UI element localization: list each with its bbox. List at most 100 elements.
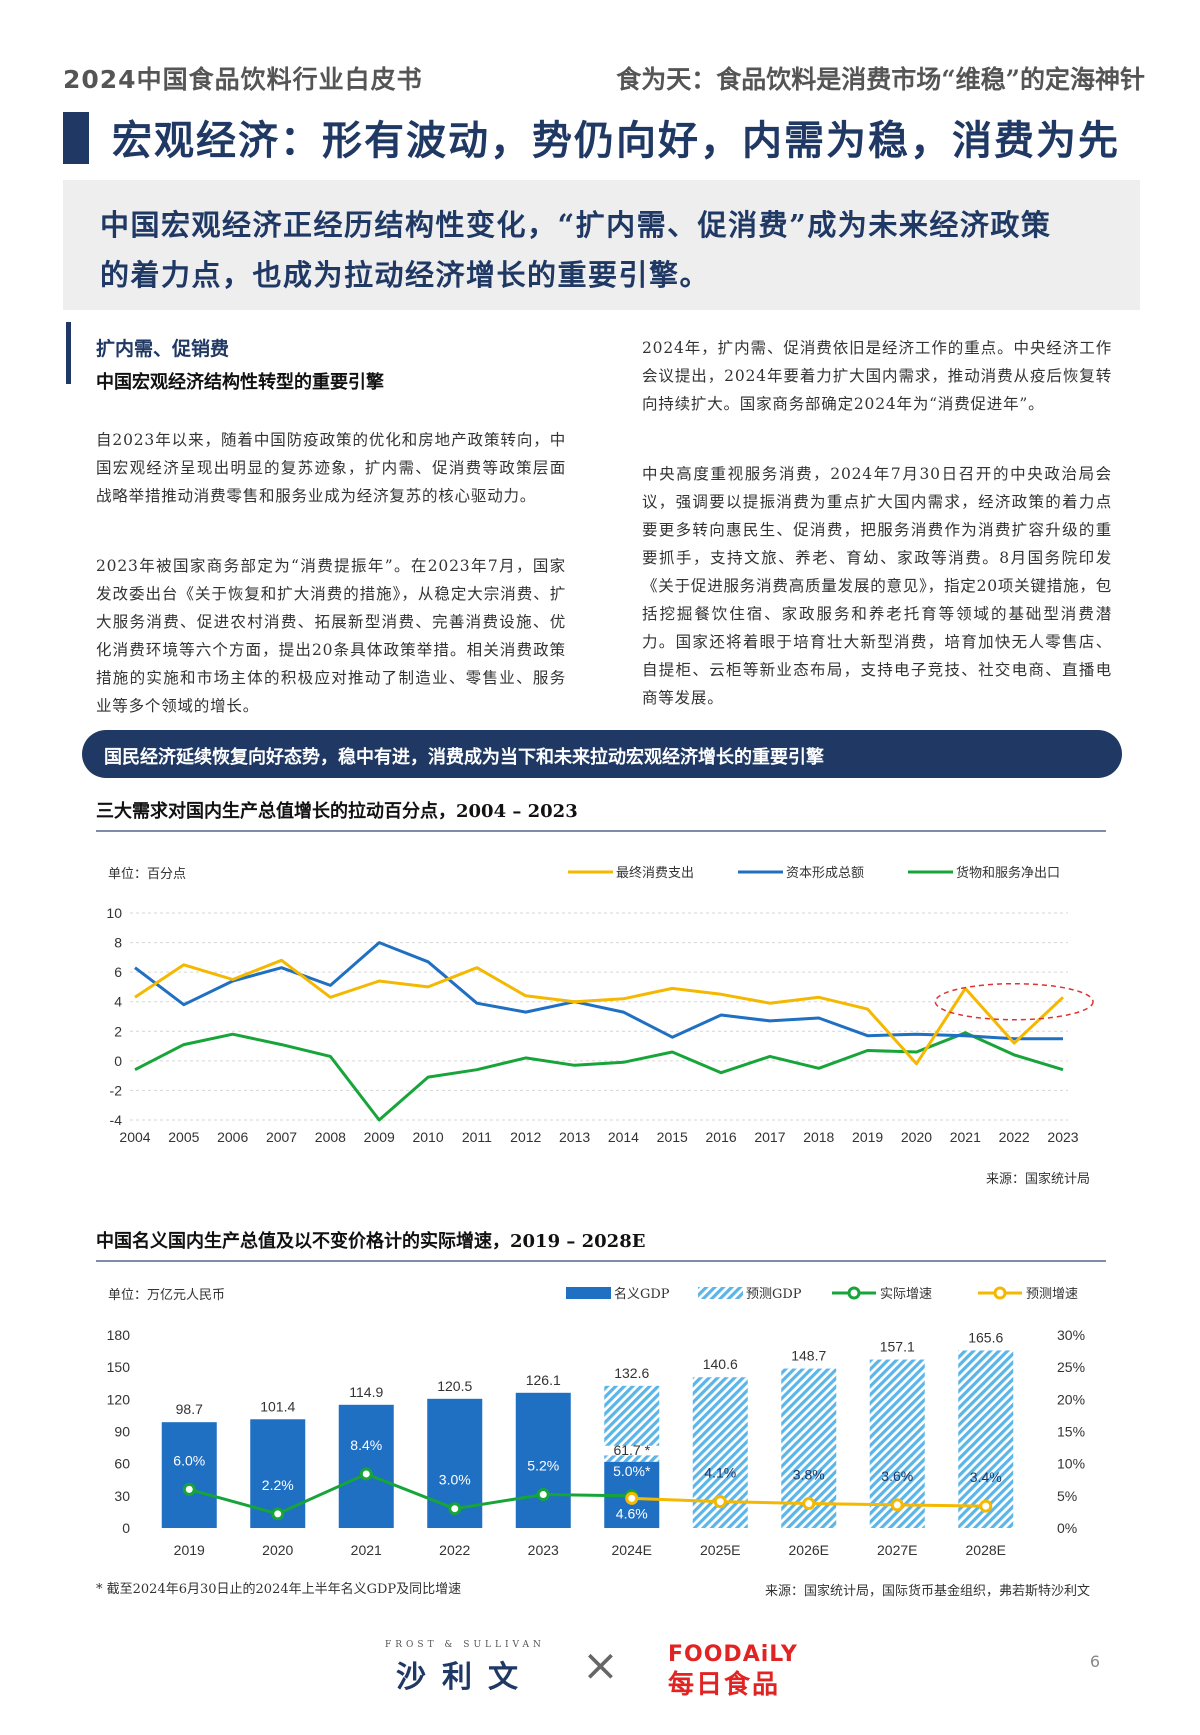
y2-tick-label: 10% [1057,1456,1085,1472]
y2-tick-label: 20% [1057,1391,1085,1407]
foodaily-logo: 每日食品 [668,1670,781,1700]
growth-label: 2.2% [262,1477,294,1493]
bar-value-label: 114.9 [349,1384,383,1400]
x-tick-label: 2022 [439,1542,470,1558]
summary-line-1: 中国宏观经济正经历结构性变化，“扩内需、促消费”成为未来经济政策 [100,208,1052,242]
x-tick-label: 2023 [528,1542,559,1558]
section-heading: 扩内需、促销费 [96,338,230,360]
legend-label-1: 最终消费支出 [616,865,694,881]
y-tick-label: 6 [114,964,122,980]
section-subheading: 中国宏观经济结构性转型的重要引擎 [96,372,384,393]
bar-value-label: 126.1 [526,1372,561,1388]
legend-label-forecast-gdp: 预测GDP [746,1287,802,1302]
y-tick-label: 150 [107,1359,131,1375]
legend-swatch-forecast-gdp [698,1287,743,1299]
y-tick-label: 0 [114,1053,122,1069]
legend-label-actual-gdp: 名义GDP [614,1286,670,1302]
x-tick-label: 2021 [351,1542,382,1558]
legend-swatch-actual-gdp [566,1287,611,1299]
legend-label-growth: 实际增速 [880,1287,932,1302]
growth-label: 6.0% [173,1452,205,1468]
chart2-bar-chart: 名义GDP 预测GDP 实际增速 预测增速 180 150 120 90 60 30 0 30% 25%… [107,1286,1085,1558]
right-paragraph-1: 2024年，扩内需、促消费依旧是经济工作的重点。中央经济工作会议提出，2024年… [642,339,1112,413]
x-tick-label: 2013 [559,1129,590,1145]
chart1-source: 来源：国家统计局 [985,1172,1090,1187]
chart2-source: 来源：国家统计局，国际货币基金组织，弗若斯特沙利文 [764,1584,1090,1599]
growth-label: 5.2% [527,1458,559,1474]
x-tick-label: 2005 [168,1129,199,1145]
bar-value-label: 148.7 [791,1348,826,1364]
chapter-title: 食为天：食品饮料是消费市场“维稳”的定海神针 [616,65,1145,94]
forecast-growth-marker [625,1491,639,1505]
forecast-growth-label-2024E: 4.6% [616,1505,648,1521]
chart1-divider [96,830,1106,832]
x-tick-label: 2020 [262,1542,293,1558]
growth-label: 3.8% [793,1467,825,1483]
y-tick-label: 0 [122,1520,130,1536]
growth-marker [182,1482,196,1496]
x-tick-label: 2020 [901,1129,932,1145]
bar-forecast-2024E [604,1385,660,1446]
section-accent-bar [66,322,71,384]
bar-gdp-2023 [515,1392,571,1528]
x-tick-label: 2022 [999,1129,1030,1145]
bar-value-label: 98.7 [176,1401,203,1417]
x-tick-label: 2019 [174,1542,205,1558]
bar-forecast-2024E-mid [604,1455,660,1462]
forecast-growth-marker [979,1499,993,1513]
x-tick-label: 2012 [510,1129,541,1145]
left-paragraph-1: 自2023年以来，随着中国防疫政策的优化和房地产政策转向，中国宏观经济呈现出明显… [96,431,566,505]
x-tick-label: 2004 [119,1129,150,1145]
bar-value-label: 157.1 [880,1339,915,1355]
y2-tick-label: 15% [1057,1424,1085,1440]
forecast-growth-marker [890,1498,904,1512]
y2-tick-label: 30% [1057,1327,1085,1343]
legend-marker-growth [847,1286,861,1300]
left-paragraph-2: 2023年被国家商务部定为“消费提振年”。在2023年7月，国家发改委出台《关于… [96,557,566,715]
growth-marker [448,1502,462,1516]
y2-tick-label: 5% [1057,1488,1077,1504]
growth-label: 5.0%* [613,1463,651,1479]
title-accent-bar [63,112,89,164]
y-tick-label: 180 [107,1327,131,1343]
highlight-ellipse [934,982,1094,1021]
key-message-banner [82,730,1122,778]
growth-line [188,1472,632,1516]
growth-label: 8.4% [350,1437,382,1453]
growth-marker [271,1507,285,1521]
bar-value-label: 101.4 [260,1398,295,1414]
x-tick-label: 2014 [608,1129,639,1145]
x-tick-label: 2017 [754,1129,785,1145]
y-tick-label: 8 [114,935,122,951]
foodaily-logo-text: FOODAiLY [668,1642,798,1667]
legend-label-3: 货物和服务净出口 [956,865,1060,881]
y-tick-label: 10 [106,905,122,921]
x-tick-label: 2016 [706,1129,737,1145]
page-title: 宏观经济：形有波动，势仍向好，内需为稳，消费为先 [112,117,1120,164]
collaboration-cross-icon: × [582,1640,619,1691]
x-tick-label: 2006 [217,1129,248,1145]
series-line-3 [134,1031,1064,1122]
chart2-footnote: * 截至2024年6月30日止的2024年上半年名义GDP及同比增速 [96,1582,462,1597]
x-tick-label: 2023 [1047,1129,1078,1145]
x-tick-label: 2015 [657,1129,688,1145]
right-paragraph-2: 中央高度重视服务消费，2024年7月30日召开的中央政治局会议，强调要以提振消费… [642,465,1112,707]
y-tick-label: -4 [110,1112,123,1128]
forecast-growth-marker [802,1497,816,1511]
doc-title: 2024中国食品饮料行业白皮书 [63,65,423,94]
x-tick-label: 2018 [803,1129,834,1145]
x-tick-label: 2028E [966,1542,1006,1558]
growth-marker [359,1467,373,1481]
growth-label: 3.6% [881,1468,913,1484]
y2-tick-label: 25% [1057,1359,1085,1375]
forecast-growth-marker [713,1495,727,1509]
frost-sullivan-logo-text: FROST & SULLIVAN [385,1640,545,1650]
y-tick-label: 90 [114,1424,130,1440]
x-tick-label: 2007 [266,1129,297,1145]
bar-gdp-2021 [338,1404,394,1528]
banner-text: 国民经济延续恢复向好态势，稳中有进，消费成为当下和未来拉动宏观经济增长的重要引擎 [104,747,824,768]
legend-marker-forecast-growth [993,1286,1007,1300]
growth-label: 3.4% [970,1469,1002,1485]
x-tick-label: 2026E [789,1542,829,1558]
